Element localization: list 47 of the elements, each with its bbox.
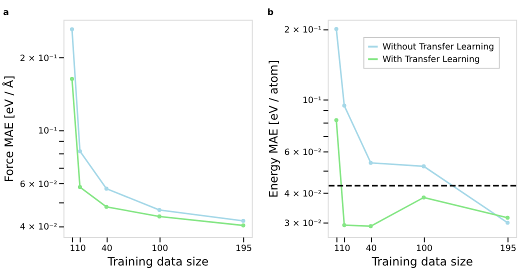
point	[334, 118, 338, 122]
x-tick-label: 10	[74, 244, 86, 254]
chart-title: b	[267, 8, 274, 18]
x-tick-label: 100	[152, 244, 168, 254]
x-tick-label: 40	[366, 244, 377, 254]
x-tick-label: 195	[500, 244, 516, 254]
point	[334, 26, 338, 32]
point	[70, 27, 74, 32]
x-tick-label: 195	[235, 244, 252, 254]
point	[342, 223, 346, 228]
x-tick-label: 1	[70, 244, 76, 254]
y-tick-label: 2 × 10⁻¹	[284, 25, 322, 36]
legend-label: Without Transfer Learning	[382, 42, 494, 53]
point	[70, 76, 74, 81]
point	[368, 160, 373, 165]
point	[241, 218, 246, 223]
x-tick-label: 10	[339, 244, 350, 254]
y-tick-label: 3 × 10⁻²	[284, 218, 322, 229]
point	[368, 224, 373, 228]
x-tick-label: 1	[334, 244, 340, 254]
y-tick-label: 2 × 10⁻¹	[20, 54, 58, 64]
x-axis-title: Training data size	[106, 254, 209, 268]
point	[104, 186, 108, 191]
point	[506, 216, 510, 220]
x-axis-title: Training data size	[370, 254, 473, 268]
y-tick-label: 4 × 10⁻²	[284, 189, 322, 200]
y-tick-label: 10⁻¹	[302, 96, 322, 106]
point	[78, 149, 82, 154]
chart-title: a	[3, 8, 10, 18]
point	[78, 185, 82, 190]
y-tick-label: 4 × 10⁻²	[20, 222, 58, 232]
point	[241, 223, 246, 228]
point	[157, 214, 162, 218]
point	[506, 220, 510, 225]
x-tick-label: 100	[416, 244, 432, 254]
x-tick-label: 40	[101, 244, 112, 254]
y-tick-label: 10⁻¹	[38, 126, 58, 136]
point	[422, 164, 426, 168]
point	[342, 104, 346, 108]
y-tick-label: 6 × 10⁻²	[284, 148, 322, 158]
y-tick-label: 6 × 10⁻²	[20, 180, 58, 190]
point	[157, 208, 162, 212]
point	[104, 204, 108, 209]
y-axis-title: Force MAE [eV / Å]	[2, 76, 16, 182]
y-axis-title: Energy MAE [eV / atom]	[266, 60, 280, 198]
point	[422, 195, 426, 200]
legend-label: With Transfer Learning	[382, 55, 480, 66]
